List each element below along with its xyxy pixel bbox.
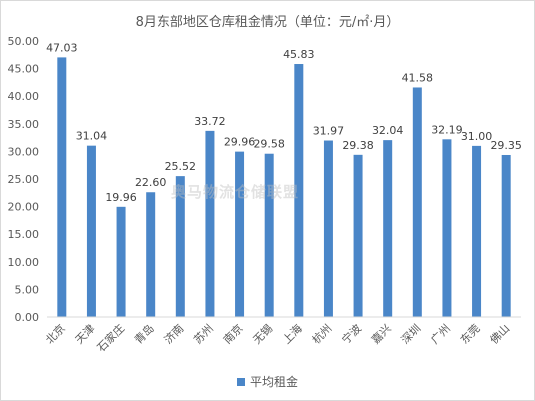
data-label: 47.03 <box>46 41 78 54</box>
x-tick-label: 石家庄 <box>94 321 127 354</box>
bar-11 <box>383 140 393 317</box>
bar-1 <box>86 145 96 317</box>
data-label: 32.04 <box>372 124 404 137</box>
y-tick-label: 45.00 <box>8 63 40 76</box>
y-tick-label: 10.00 <box>8 256 40 269</box>
bar-7 <box>264 153 274 317</box>
bar-14 <box>472 145 482 317</box>
y-tick-label: 40.00 <box>8 90 40 103</box>
legend-label: 平均租金 <box>249 375 298 389</box>
y-axis: 0.00 5.00 10.00 15.00 20.00 25.00 30.00 35.00 40… <box>8 35 40 324</box>
data-label: 22.60 <box>135 176 167 189</box>
x-tick-label: 佛山 <box>488 322 513 347</box>
y-tick-label: 0.00 <box>15 311 40 324</box>
x-tick-label: 天津 <box>73 322 98 347</box>
data-label: 29.35 <box>490 139 522 152</box>
data-label: 45.83 <box>283 48 315 61</box>
x-tick-label: 南京 <box>220 321 245 346</box>
bar-5 <box>205 130 215 317</box>
bar-12 <box>412 87 422 318</box>
x-tick-label: 嘉兴 <box>368 321 393 346</box>
bar-9 <box>323 140 333 317</box>
y-tick-label: 5.00 <box>15 283 40 296</box>
y-tick-label: 35.00 <box>8 118 40 131</box>
bar-2 <box>116 206 126 317</box>
chart-title: 8月东部地区仓库租金情况（单位：元/㎡·月） <box>135 15 400 30</box>
bars <box>57 57 511 318</box>
data-label: 32.19 <box>431 123 463 136</box>
y-tick-label: 50.00 <box>8 35 40 48</box>
bar-8 <box>294 64 304 317</box>
x-tick-label: 宁波 <box>339 321 364 346</box>
x-tick-label: 广州 <box>428 322 453 347</box>
x-tick-label: 无锡 <box>250 321 275 346</box>
data-label: 31.97 <box>313 125 345 138</box>
legend: 平均租金 <box>1 373 534 390</box>
legend-swatch <box>236 377 245 386</box>
x-tick-label: 苏州 <box>191 322 216 347</box>
y-tick-label: 30.00 <box>8 145 40 158</box>
data-label: 25.52 <box>165 160 197 173</box>
data-label: 29.96 <box>224 136 256 149</box>
bar-10 <box>353 154 363 317</box>
bar-6 <box>235 151 245 317</box>
bar-15 <box>501 154 511 317</box>
x-tick-label: 济南 <box>161 321 186 346</box>
data-label: 29.58 <box>253 138 285 151</box>
x-tick-label: 深圳 <box>399 322 424 347</box>
data-labels: 47.03 31.04 19.96 22.60 25.52 33.72 29.9629.58… <box>46 41 522 203</box>
bar-0 <box>57 57 67 317</box>
bar-13 <box>442 139 452 317</box>
data-label: 29.38 <box>342 139 374 152</box>
y-tick-label: 15.00 <box>8 228 40 241</box>
data-label: 33.72 <box>194 115 226 128</box>
x-tick-label: 上海 <box>279 321 304 346</box>
y-tick-label: 20.00 <box>8 201 40 214</box>
x-tick-label: 东莞 <box>458 322 483 347</box>
data-label: 31.04 <box>76 130 108 143</box>
y-tick-label: 25.00 <box>8 173 40 186</box>
data-label: 19.96 <box>105 191 137 204</box>
data-label: 41.58 <box>402 71 434 84</box>
x-tick-label: 青岛 <box>131 321 156 346</box>
bar-4 <box>175 176 185 317</box>
x-tick-label: 北京 <box>42 321 67 346</box>
x-tick-label: 杭州 <box>309 321 334 346</box>
data-label: 31.00 <box>461 130 493 143</box>
bar-3 <box>146 192 156 317</box>
watermark-logo: 奥马物流仓储联盟 <box>171 183 300 201</box>
